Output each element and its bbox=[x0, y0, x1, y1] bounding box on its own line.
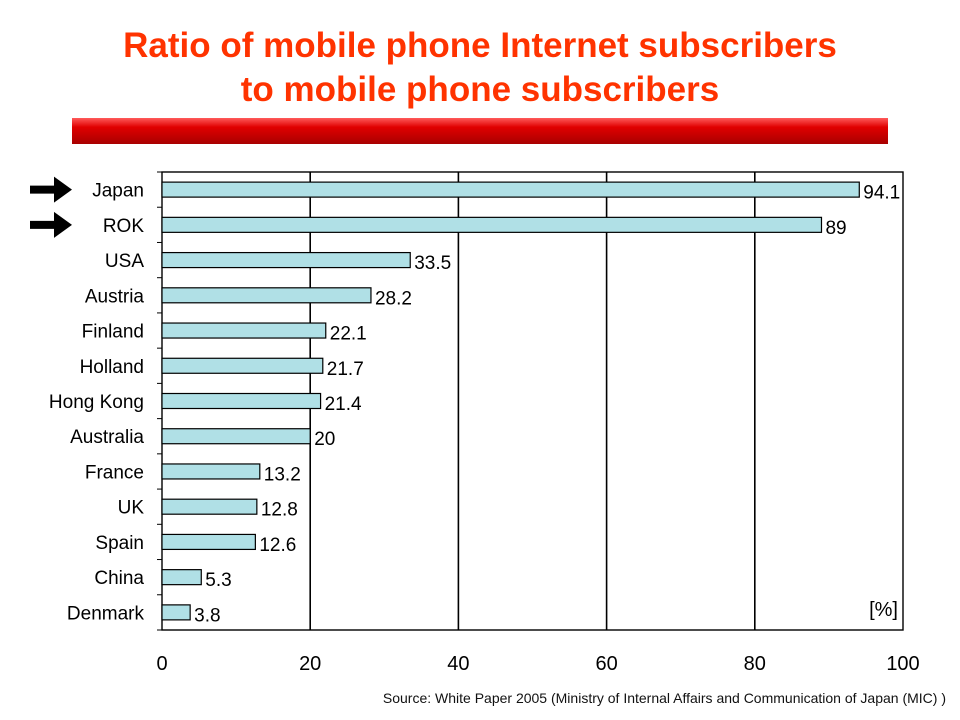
bar bbox=[161, 604, 191, 621]
bar bbox=[161, 533, 256, 551]
bar bbox=[161, 216, 823, 233]
category-label: Japan bbox=[92, 181, 144, 202]
value-label: 12.8 bbox=[261, 500, 298, 521]
value-label: 89 bbox=[825, 218, 846, 239]
bar bbox=[161, 251, 411, 269]
category-label: France bbox=[85, 462, 144, 483]
x-tick-label: 0 bbox=[156, 653, 167, 675]
x-tick-label: 100 bbox=[886, 653, 919, 675]
x-tick-label: 20 bbox=[299, 653, 321, 675]
category-label: Denmark bbox=[67, 603, 145, 624]
value-label: 20 bbox=[314, 429, 335, 450]
value-label: 3.8 bbox=[194, 605, 220, 626]
category-label: Austria bbox=[85, 286, 145, 307]
arrow-icon bbox=[30, 176, 72, 203]
arrow-icon-shape bbox=[30, 176, 72, 203]
title-line-1: Ratio of mobile phone Internet subscribe… bbox=[123, 26, 837, 65]
title-line-2: to mobile phone subscribers bbox=[240, 70, 720, 109]
bar bbox=[161, 357, 324, 374]
arrow-icon-shape bbox=[30, 211, 72, 238]
category-label: Spain bbox=[95, 533, 144, 554]
bar bbox=[161, 498, 258, 515]
arrow-icon bbox=[30, 211, 72, 238]
value-label: 13.2 bbox=[264, 464, 301, 485]
source-note: Source: White Paper 2005 (Ministry of In… bbox=[382, 690, 946, 706]
bar bbox=[161, 181, 860, 198]
x-tick-label: 80 bbox=[744, 653, 766, 675]
bar bbox=[161, 428, 311, 445]
value-label: 21.7 bbox=[327, 359, 364, 380]
chart-title: Ratio of mobile phone Internet subscribe… bbox=[0, 24, 960, 112]
x-tick-label: 40 bbox=[447, 653, 469, 675]
category-label: Holland bbox=[80, 357, 144, 378]
bar-chart: Japan 94.1 ROK 89 USA 33.5 Austria 28.2 Finland 2… bbox=[30, 171, 920, 675]
category-label: USA bbox=[105, 251, 144, 272]
bar bbox=[161, 287, 372, 304]
category-label: Hong Kong bbox=[49, 392, 144, 413]
category-label: Australia bbox=[70, 427, 144, 448]
title-underline-bar bbox=[72, 118, 888, 144]
bar bbox=[161, 322, 327, 339]
category-label: UK bbox=[118, 498, 145, 519]
category-label: Finland bbox=[82, 322, 144, 343]
category-label: ROK bbox=[103, 216, 145, 237]
x-tick-label: 60 bbox=[595, 653, 617, 675]
value-label: 33.5 bbox=[414, 253, 451, 274]
value-label: 5.3 bbox=[205, 570, 231, 591]
unit-label: [%] bbox=[869, 599, 898, 621]
value-label: 94.1 bbox=[863, 183, 900, 204]
bar bbox=[161, 569, 202, 586]
value-label: 22.1 bbox=[330, 324, 367, 345]
bar bbox=[161, 463, 261, 480]
value-label: 21.4 bbox=[325, 394, 362, 415]
bar bbox=[161, 392, 322, 410]
value-label: 28.2 bbox=[375, 288, 412, 309]
value-label: 12.6 bbox=[259, 535, 296, 556]
category-label: China bbox=[94, 568, 144, 589]
